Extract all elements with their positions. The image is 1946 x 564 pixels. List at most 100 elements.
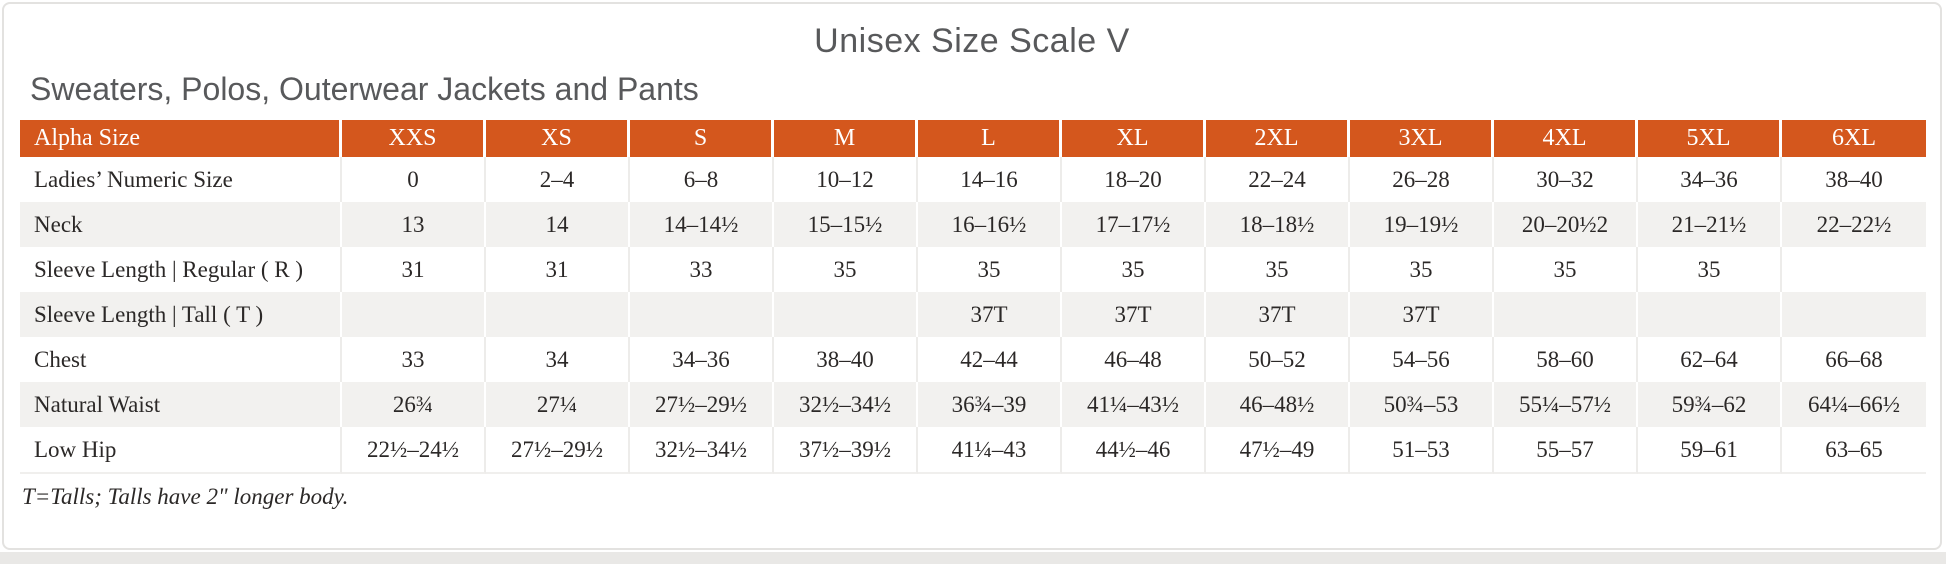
table-cell: 26¾: [342, 382, 486, 427]
table-cell: 37T: [1062, 292, 1206, 337]
table-cell: 46–48½: [1206, 382, 1350, 427]
table-cell: 6–8: [630, 157, 774, 202]
column-header-6xl: 6XL: [1782, 120, 1926, 157]
column-header-alpha-size: Alpha Size: [20, 120, 342, 157]
column-header-m: M: [774, 120, 918, 157]
row-label: Natural Waist: [20, 382, 342, 427]
table-cell: 27¼: [486, 382, 630, 427]
table-cell: 64¼–66½: [1782, 382, 1926, 427]
table-cell: 14–14½: [630, 202, 774, 247]
table-cell: 27½–29½: [486, 427, 630, 474]
table-row: Chest 33 34 34–36 38–40 42–44 46–48 50–52 54–56 5…: [20, 337, 1926, 382]
table-cell: [1494, 292, 1638, 337]
table-cell: 62–64: [1638, 337, 1782, 382]
table-row: Low Hip 22½–24½ 27½–29½ 32½–34½ 37½–39½ 41¼–4…: [20, 427, 1926, 474]
table-cell: 34–36: [1638, 157, 1782, 202]
table-cell: 54–56: [1350, 337, 1494, 382]
table-cell: 14: [486, 202, 630, 247]
table-cell: 10–12: [774, 157, 918, 202]
page-title: Unisex Size Scale V: [814, 22, 1130, 60]
table-cell: 41¼–43: [918, 427, 1062, 474]
table-cell: 37T: [918, 292, 1062, 337]
table-cell: 20–20½2: [1494, 202, 1638, 247]
column-header-l: L: [918, 120, 1062, 157]
row-label: Chest: [20, 337, 342, 382]
table-cell: 44½–46: [1062, 427, 1206, 474]
column-header-3xl: 3XL: [1350, 120, 1494, 157]
table-cell: 14–16: [918, 157, 1062, 202]
table-cell: 31: [486, 247, 630, 292]
table-cell: 58–60: [1494, 337, 1638, 382]
table-cell: 37T: [1350, 292, 1494, 337]
table-header-row: Alpha Size XXS XS S M L XL 2XL 3XL 4XL 5XL 6XL: [20, 120, 1926, 157]
table-cell: 22–24: [1206, 157, 1350, 202]
row-label: Ladies’ Numeric Size: [20, 157, 342, 202]
table-cell: 59¾–62: [1638, 382, 1782, 427]
table-cell: 51–53: [1350, 427, 1494, 474]
bottom-strip: [0, 552, 1946, 564]
table-row: Ladies’ Numeric Size 0 2–4 6–8 10–12 14–16 18–…: [20, 157, 1926, 202]
table-cell: [342, 292, 486, 337]
table-cell: 35: [774, 247, 918, 292]
table-cell: 50¾–53: [1350, 382, 1494, 427]
table-cell: 17–17½: [1062, 202, 1206, 247]
row-label: Low Hip: [20, 427, 342, 474]
table-row: Sleeve Length | Regular ( R ) 31 31 33 35 35 3…: [20, 247, 1926, 292]
table-cell: 63–65: [1782, 427, 1926, 474]
table-cell: 18–18½: [1206, 202, 1350, 247]
column-header-5xl: 5XL: [1638, 120, 1782, 157]
table-cell: 21–21½: [1638, 202, 1782, 247]
footnote: T=Talls; Talls have 2" longer body.: [22, 484, 349, 509]
table-cell: 35: [1062, 247, 1206, 292]
page-subtitle: Sweaters, Polos, Outerwear Jackets and P…: [30, 71, 699, 107]
row-label: Sleeve Length | Tall ( T ): [20, 292, 342, 337]
table-cell: 30–32: [1494, 157, 1638, 202]
row-label: Neck: [20, 202, 342, 247]
table-cell: 34–36: [630, 337, 774, 382]
table-cell: 37½–39½: [774, 427, 918, 474]
table-cell: 26–28: [1350, 157, 1494, 202]
table-cell: 35: [1350, 247, 1494, 292]
table-cell: 36¾–39: [918, 382, 1062, 427]
table-cell: 41¼–43½: [1062, 382, 1206, 427]
table-cell: 31: [342, 247, 486, 292]
table-cell: 38–40: [1782, 157, 1926, 202]
table-cell: 59–61: [1638, 427, 1782, 474]
column-header-xxs: XXS: [342, 120, 486, 157]
table-cell: 47½–49: [1206, 427, 1350, 474]
table-cell: 0: [342, 157, 486, 202]
column-header-4xl: 4XL: [1494, 120, 1638, 157]
table-cell: 35: [918, 247, 1062, 292]
column-header-2xl: 2XL: [1206, 120, 1350, 157]
column-header-xl: XL: [1062, 120, 1206, 157]
table-cell: 13: [342, 202, 486, 247]
table-cell: 16–16½: [918, 202, 1062, 247]
table-cell: 33: [342, 337, 486, 382]
table-cell: 55¼–57½: [1494, 382, 1638, 427]
size-chart-card: Unisex Size Scale V Sweaters, Polos, Out…: [2, 2, 1942, 550]
table-cell: 22–22½: [1782, 202, 1926, 247]
table-row: Natural Waist 26¾ 27¼ 27½–29½ 32½–34½ 36¾–39 4…: [20, 382, 1926, 427]
table-cell: 34: [486, 337, 630, 382]
table-cell: [1638, 292, 1782, 337]
table-cell: 15–15½: [774, 202, 918, 247]
table-cell: 22½–24½: [342, 427, 486, 474]
column-header-s: S: [630, 120, 774, 157]
table-cell: 46–48: [1062, 337, 1206, 382]
table-cell: 35: [1206, 247, 1350, 292]
table-cell: 37T: [1206, 292, 1350, 337]
table-cell: 38–40: [774, 337, 918, 382]
table-cell: [1782, 292, 1926, 337]
table-row: Sleeve Length | Tall ( T ) 37T 37T 37T 37T: [20, 292, 1926, 337]
row-label: Sleeve Length | Regular ( R ): [20, 247, 342, 292]
table-cell: 2–4: [486, 157, 630, 202]
table-cell: 35: [1638, 247, 1782, 292]
table-cell: 32½–34½: [630, 427, 774, 474]
table-cell: [774, 292, 918, 337]
table-cell: 50–52: [1206, 337, 1350, 382]
table-cell: 42–44: [918, 337, 1062, 382]
table-cell: [1782, 247, 1926, 292]
column-header-xs: XS: [486, 120, 630, 157]
table-cell: 27½–29½: [630, 382, 774, 427]
table-cell: 66–68: [1782, 337, 1926, 382]
